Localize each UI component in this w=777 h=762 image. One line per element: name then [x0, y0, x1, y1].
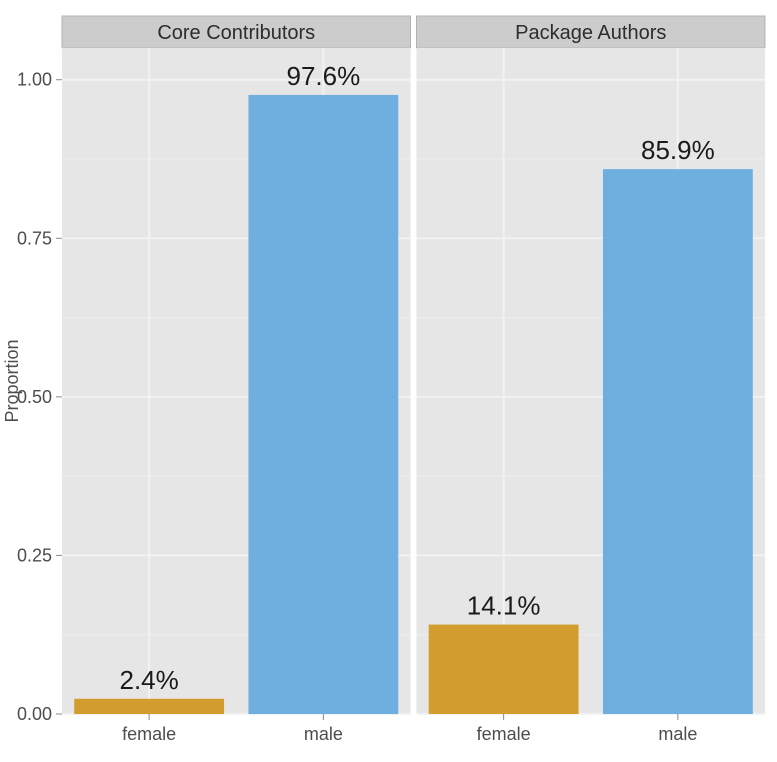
bar	[248, 95, 398, 714]
y-tick-label: 1.00	[17, 70, 52, 90]
faceted-bar-chart: Proportion 0.00 0.25 0.50 0.75 1.00 Core Contr…	[0, 0, 777, 762]
bar	[74, 699, 224, 714]
x-tick-label: female	[477, 724, 531, 744]
facet-title: Package Authors	[515, 22, 666, 44]
facet-title: Core Contributors	[157, 22, 315, 44]
y-tick-label: 0.75	[17, 228, 52, 248]
y-tick-label: 0.00	[17, 704, 52, 724]
x-tick-label: male	[304, 724, 343, 744]
x-tick-label: female	[122, 724, 176, 744]
bar	[429, 625, 579, 714]
chart-svg: Proportion 0.00 0.25 0.50 0.75 1.00 Core Contr…	[0, 0, 777, 762]
x-tick-label: male	[658, 724, 697, 744]
bar-value-label: 85.9%	[641, 135, 715, 165]
bar	[603, 169, 753, 714]
y-axis-title: Proportion	[2, 339, 22, 422]
y-tick-label: 0.50	[17, 387, 52, 407]
bar-value-label: 97.6%	[287, 61, 361, 91]
y-tick-label: 0.25	[17, 545, 52, 565]
bar-value-label: 14.1%	[467, 591, 541, 621]
bar-value-label: 2.4%	[119, 665, 178, 695]
